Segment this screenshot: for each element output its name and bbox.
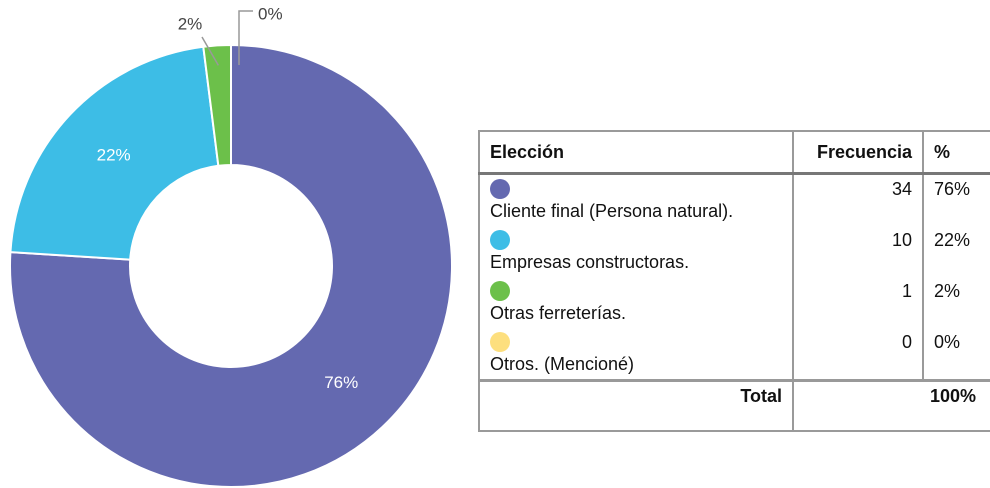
data-label: 0%: [258, 4, 283, 23]
donut-segment: [9, 45, 220, 261]
category-name: Otros. (Mencioné): [490, 354, 635, 374]
table-row: Otras ferreterías. 1 2%: [478, 277, 990, 328]
header-cell: %: [922, 130, 990, 175]
category-cell: Otros. (Mencioné): [478, 328, 794, 381]
header-row: Elección Frecuencia %: [478, 130, 990, 175]
category-name: Cliente final (Persona natural).: [490, 201, 734, 221]
leader-line: [201, 36, 220, 66]
table-row: Cliente final (Persona natural). 34 76%: [478, 173, 990, 226]
total-value: 100%: [792, 379, 990, 432]
data-label: 2%: [178, 14, 203, 33]
legend-dot: [490, 332, 510, 352]
table-row: Otros. (Mencioné) 0 0%: [478, 328, 990, 381]
table-body: Cliente final (Persona natural). 34 76% Emp…: [478, 173, 990, 381]
percent-cell: 2%: [922, 277, 990, 328]
category-cell: Empresas constructoras.: [478, 226, 794, 277]
category-cell: Cliente final (Persona natural).: [478, 173, 794, 226]
percent-cell: 22%: [922, 226, 990, 277]
frequency-cell: 0: [792, 328, 924, 381]
table-row: Empresas constructoras. 10 22%: [478, 226, 990, 277]
percent-cell: 76%: [922, 173, 990, 226]
frequency-table: Elección Frecuencia % Cliente final (Per…: [478, 130, 990, 432]
frequency-cell: 1: [792, 277, 924, 328]
header-cell: Elección: [478, 130, 794, 175]
percent-cell: 0%: [922, 328, 990, 381]
category-cell: Otras ferreterías.: [478, 277, 794, 328]
donut-segment: [9, 43, 453, 488]
chart: 76% 22% 2% 0%: [9, 4, 453, 488]
leader-line: [238, 10, 253, 65]
legend-dot: [490, 230, 510, 250]
data-label: 76%: [324, 373, 358, 392]
total-row: Total 100%: [478, 379, 990, 432]
legend-dot: [490, 281, 510, 301]
category-name: Otras ferreterías.: [490, 303, 627, 323]
total-label: Total: [478, 379, 794, 432]
header-cell: Frecuencia: [792, 130, 924, 175]
frequency-cell: 34: [792, 173, 924, 226]
category-name: Empresas constructoras.: [490, 252, 690, 272]
frequency-cell: 10: [792, 226, 924, 277]
data-label: 22%: [97, 145, 131, 164]
legend-dot: [490, 179, 510, 199]
